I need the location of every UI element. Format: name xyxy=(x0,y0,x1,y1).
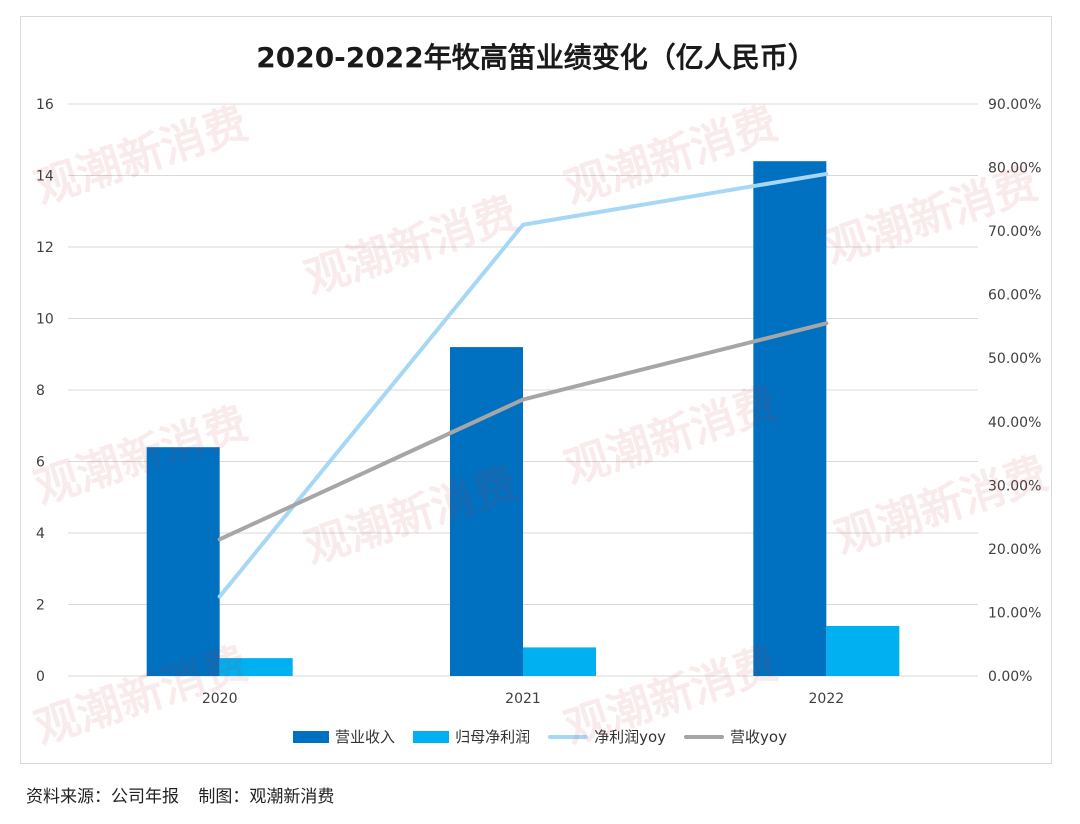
left-axis-tick: 2 xyxy=(36,598,45,614)
right-axis-tick: 70.00% xyxy=(988,224,1041,240)
right-axis-tick: 90.00% xyxy=(988,97,1041,113)
legend-swatch-revenue xyxy=(293,730,330,743)
legend: 营业收入 归母净利润 净利润yoy 营收yoy xyxy=(0,726,1080,747)
bar-net-profit xyxy=(826,625,900,676)
left-axis-tick: 0 xyxy=(36,669,45,685)
legend-swatch-net-profit-yoy xyxy=(548,734,589,739)
right-axis-tick: 60.00% xyxy=(988,288,1041,304)
right-axis-tick: 0.00% xyxy=(988,669,1032,685)
right-axis-tick: 10.00% xyxy=(988,605,1041,621)
right-axis-tick: 40.00% xyxy=(988,415,1041,431)
legend-label-net-profit-yoy: 净利润yoy xyxy=(594,728,667,746)
bar-revenue xyxy=(146,447,220,676)
bar-net-profit xyxy=(523,647,596,676)
left-axis-tick: 8 xyxy=(36,383,45,399)
footer: 资料来源：公司年报 制图：观潮新消费 xyxy=(26,782,348,807)
x-axis-tick: 2020 xyxy=(202,691,238,707)
legend-item-net-profit: 归母净利润 xyxy=(413,726,530,747)
footer-source: 资料来源：公司年报 xyxy=(26,787,179,807)
bar-revenue xyxy=(450,347,523,676)
right-axis-tick: 50.00% xyxy=(988,351,1041,367)
legend-swatch-revenue-yoy xyxy=(684,734,725,739)
right-axis-tick: 30.00% xyxy=(988,478,1041,494)
legend-label-revenue: 营业收入 xyxy=(335,728,396,746)
legend-label-net-profit: 归母净利润 xyxy=(455,728,531,746)
x-axis-tick: 2022 xyxy=(809,691,845,707)
footer-made-by: 制图：观潮新消费 xyxy=(198,787,335,807)
right-axis-tick: 80.00% xyxy=(988,161,1041,177)
legend-item-net-profit-yoy: 净利润yoy xyxy=(548,726,666,747)
bar-net-profit xyxy=(219,658,293,676)
line-revenue-yoy xyxy=(217,321,829,542)
line-net-profit-yoy xyxy=(217,171,829,599)
legend-label-revenue-yoy: 营收yoy xyxy=(730,728,787,746)
legend-item-revenue-yoy: 营收yoy xyxy=(684,726,787,747)
left-axis-tick: 12 xyxy=(36,240,54,256)
left-axis-tick: 10 xyxy=(36,312,54,328)
legend-swatch-net-profit xyxy=(413,730,450,743)
left-axis-tick: 4 xyxy=(36,526,45,542)
bar-revenue xyxy=(753,161,827,676)
right-axis-tick: 20.00% xyxy=(988,542,1041,558)
left-axis-tick: 6 xyxy=(36,455,45,471)
x-axis-tick: 2021 xyxy=(505,691,541,707)
left-axis-tick: 14 xyxy=(36,169,54,185)
legend-item-revenue: 营业收入 xyxy=(293,726,395,747)
chart-title: 2020-2022年牧高笛业绩变化（亿人民币） xyxy=(256,41,816,74)
left-axis-tick: 16 xyxy=(36,97,54,113)
